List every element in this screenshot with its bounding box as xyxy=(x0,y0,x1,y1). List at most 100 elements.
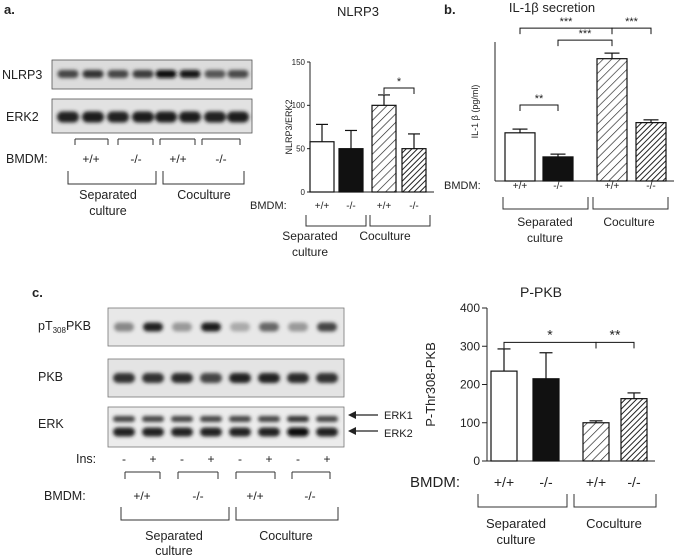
blot-band xyxy=(258,416,280,422)
arrow-label-erk2: ERK2 xyxy=(384,428,413,440)
blot-band xyxy=(316,416,338,422)
blot-band xyxy=(179,111,201,123)
blot-band xyxy=(316,427,338,437)
significance-bracket xyxy=(557,39,613,47)
category-label: +/+ xyxy=(605,181,620,192)
ins-value: - xyxy=(180,452,184,466)
blot-band xyxy=(229,416,251,422)
group-label-separated: Separated xyxy=(517,215,572,229)
bmdm-label: BMDM: xyxy=(44,489,86,503)
blot-label-erk: ERK xyxy=(38,417,64,431)
chart-nlrp3: NLRP3 NLRP3/ERK2 0 50 100 150 +/+ -/- +/+ -/- BMDM… xyxy=(250,4,434,259)
ins-value: - xyxy=(238,452,242,466)
group-bracket xyxy=(477,494,568,508)
blot-band xyxy=(171,416,193,422)
chart-title: IL-1β secretion xyxy=(509,0,595,15)
y-tick-label: 100 xyxy=(460,416,480,430)
group-bracket xyxy=(573,494,657,508)
bmdm-label: BMDM: xyxy=(250,200,287,212)
bar xyxy=(596,58,628,182)
blot-label-erk2: ERK2 xyxy=(6,110,39,124)
bar xyxy=(504,132,536,182)
group-bracket xyxy=(235,507,339,521)
panel-c-label: c. xyxy=(32,285,43,300)
group-bracket xyxy=(502,197,589,210)
genotype-label: +/+ xyxy=(246,489,263,503)
blot-band xyxy=(200,373,222,383)
bmdm-label: BMDM: xyxy=(444,180,481,192)
group-label-culture: culture xyxy=(496,532,535,547)
genotype-label: +/+ xyxy=(169,152,186,166)
y-axis-label: IL-1 β (pg/ml) xyxy=(470,85,480,139)
blot-label-pkb: PKB xyxy=(38,370,63,384)
blot-band xyxy=(155,70,177,78)
blot-band xyxy=(82,111,104,123)
bar xyxy=(620,398,648,462)
chart-title: P-PKB xyxy=(520,284,562,300)
genotype-label: -/- xyxy=(304,489,315,503)
significance-bracket xyxy=(611,27,652,35)
blot-band xyxy=(316,373,338,383)
significance-label: *** xyxy=(579,28,593,40)
blot-band xyxy=(201,322,221,332)
genotype-label: -/- xyxy=(130,152,141,166)
category-label: +/+ xyxy=(377,201,392,212)
blot-band xyxy=(258,427,280,437)
category-label: -/- xyxy=(553,181,562,192)
y-tick-label: 50 xyxy=(296,144,305,153)
blot-label-nlrp3: NLRP3 xyxy=(2,68,42,82)
arrow-label-erk1: ERK1 xyxy=(384,410,413,422)
blot-band xyxy=(288,322,308,332)
bmdm-label: BMDM: xyxy=(6,152,48,166)
blot-band xyxy=(114,322,134,332)
group-label-separated: Separated xyxy=(486,516,546,531)
y-axis-label: NLRP3/ERK2 xyxy=(284,99,294,154)
blot-band xyxy=(317,322,337,332)
group-label-culture: culture xyxy=(292,245,328,259)
ins-value: - xyxy=(296,452,300,466)
blot-band xyxy=(227,70,249,78)
bar xyxy=(338,148,364,193)
chart-title: NLRP3 xyxy=(337,4,379,19)
group-bracket xyxy=(162,171,245,185)
blot-band xyxy=(107,70,129,78)
blot-band xyxy=(287,427,309,437)
blot-band xyxy=(107,111,129,123)
y-axis-label: P-Thr308-PKB xyxy=(423,342,438,427)
ins-value: + xyxy=(207,452,214,466)
blot-band xyxy=(57,70,79,78)
panel-a-label: a. xyxy=(4,2,15,17)
bar xyxy=(532,378,560,462)
ins-value: + xyxy=(149,452,156,466)
blot-band xyxy=(204,70,226,78)
significance-bracket xyxy=(383,87,415,94)
group-bracket xyxy=(120,507,230,521)
significance-bracket xyxy=(519,27,613,35)
blot-band xyxy=(287,416,309,422)
genotype-label: -/- xyxy=(215,152,226,166)
blot-band xyxy=(171,373,193,383)
significance-bracket xyxy=(519,104,559,112)
chart-ppkb: P-PKB P-Thr308-PKB 0 100 200 300 400 +/+ -/- +/+ -… xyxy=(410,284,657,547)
ins-value: + xyxy=(323,452,330,466)
group-label-culture: culture xyxy=(527,231,563,245)
category-label: +/+ xyxy=(494,474,514,490)
blot-band xyxy=(113,416,135,422)
blot-band xyxy=(113,373,135,383)
genotype-label: +/+ xyxy=(133,489,150,503)
y-tick-label: 0 xyxy=(301,188,306,197)
significance-label: *** xyxy=(625,16,639,28)
blot-band xyxy=(227,111,249,123)
bar xyxy=(542,156,574,182)
significance-label: *** xyxy=(560,16,574,28)
group-bracket xyxy=(305,215,367,227)
erk1-arrowhead-icon xyxy=(348,411,356,419)
blot-band xyxy=(155,111,177,123)
group-label-coculture: Coculture xyxy=(259,529,313,543)
category-label: -/- xyxy=(627,474,641,490)
blot-band xyxy=(142,373,164,383)
blot-band xyxy=(142,427,164,437)
ins-value: - xyxy=(122,452,126,466)
y-tick-label: 150 xyxy=(292,58,306,67)
